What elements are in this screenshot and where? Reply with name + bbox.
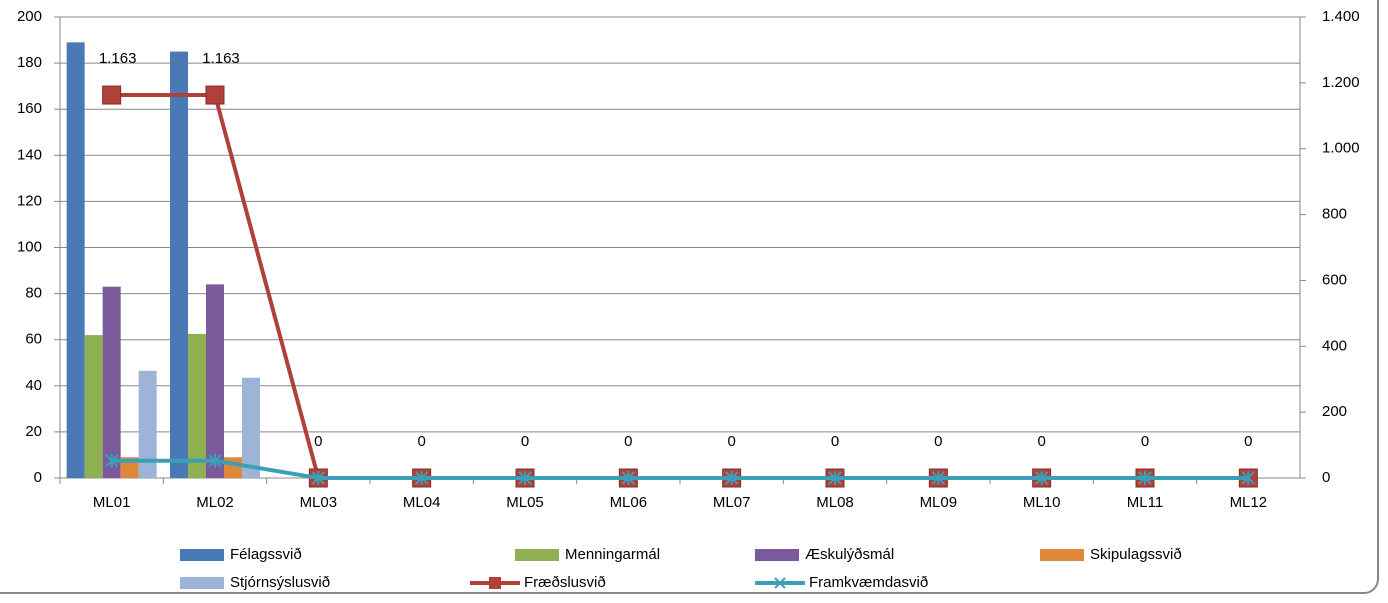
marker [1138, 471, 1152, 485]
data-label: 0 [521, 433, 529, 450]
bar [170, 51, 188, 478]
x-tick-label: ML10 [1023, 494, 1061, 511]
y-tick-label: 100 [17, 238, 42, 255]
legend-swatch [180, 577, 224, 589]
bar [102, 286, 121, 478]
y2-tick-label: 800 [1322, 206, 1347, 223]
x-tick-label: ML07 [713, 494, 751, 511]
marker [1034, 471, 1049, 485]
marker [1241, 471, 1256, 485]
data-label: 1.163 [202, 50, 240, 67]
x-tick-label: ML11 [1127, 494, 1163, 511]
y-tick-label: 200 [17, 8, 42, 25]
x-tick-label: ML08 [816, 494, 854, 511]
data-label: 1.163 [99, 50, 137, 67]
legend-label: Framkvæmdasvið [809, 574, 928, 591]
bar [206, 284, 224, 478]
y2-tick-label: 1.000 [1322, 140, 1360, 157]
y-tick-label: 0 [34, 469, 42, 486]
x-tick-label: ML02 [196, 494, 234, 511]
marker [931, 471, 946, 485]
data-label: 0 [624, 433, 632, 450]
y2-tick-label: 1.400 [1322, 8, 1360, 25]
data-label: 0 [1037, 433, 1045, 450]
y-tick-label: 20 [25, 423, 42, 440]
legend-label: Æskulýðsmál [805, 546, 894, 563]
y2-tick-label: 400 [1322, 337, 1347, 354]
legend-swatch [180, 549, 224, 561]
y-tick-label: 180 [17, 54, 42, 71]
legend-marker [774, 577, 786, 589]
legend-label: Menningarmál [565, 546, 660, 563]
marker [311, 471, 326, 485]
legend-marker [489, 577, 501, 589]
legend-swatch [515, 549, 559, 561]
bar [188, 333, 206, 478]
bar [242, 377, 260, 478]
legend-swatch [1040, 549, 1084, 561]
x-tick-label: ML06 [610, 494, 648, 511]
y2-tick-label: 200 [1322, 403, 1347, 420]
legend-label: Félagssvið [230, 546, 302, 563]
bar [138, 370, 157, 478]
data-label: 0 [727, 433, 735, 450]
line [111, 93, 1249, 480]
y-tick-label: 80 [25, 285, 42, 302]
legend-label: Stjórnsýslusvið [230, 574, 330, 591]
line [111, 458, 1249, 480]
data-label: 0 [1141, 433, 1149, 450]
y2-tick-label: 600 [1322, 271, 1347, 288]
data-label: 0 [934, 433, 942, 450]
marker [205, 85, 225, 105]
x-tick-label: ML04 [403, 494, 441, 511]
marker [414, 471, 429, 485]
x-tick-label: ML12 [1230, 494, 1268, 511]
data-label: 0 [831, 433, 839, 450]
bar [66, 42, 85, 478]
y2-tick-label: 0 [1322, 469, 1330, 486]
marker [208, 453, 222, 468]
data-label: 0 [314, 433, 322, 450]
bar [84, 335, 103, 478]
marker [621, 471, 636, 485]
y2-tick-label: 1.200 [1322, 74, 1360, 91]
x-tick-label: ML05 [506, 494, 544, 511]
marker [828, 471, 842, 485]
legend-label: Fræðslusvið [524, 574, 606, 591]
y-tick-label: 40 [25, 377, 42, 394]
legend-swatch [755, 549, 799, 561]
bar [224, 457, 242, 478]
data-label: 0 [417, 433, 425, 450]
marker [724, 471, 739, 485]
y-tick-label: 160 [17, 100, 42, 117]
x-tick-label: ML03 [300, 494, 338, 511]
y-tick-label: 60 [25, 331, 42, 348]
x-tick-label: ML09 [920, 494, 958, 511]
legend-label: Skipulagssvið [1090, 546, 1182, 563]
data-label: 0 [1244, 433, 1252, 450]
marker [518, 471, 532, 485]
marker [104, 453, 119, 468]
marker [102, 85, 122, 105]
y-tick-label: 140 [17, 146, 42, 163]
chart-frame [0, 0, 1379, 594]
y-tick-label: 120 [17, 192, 42, 209]
x-tick-label: ML01 [93, 494, 131, 511]
